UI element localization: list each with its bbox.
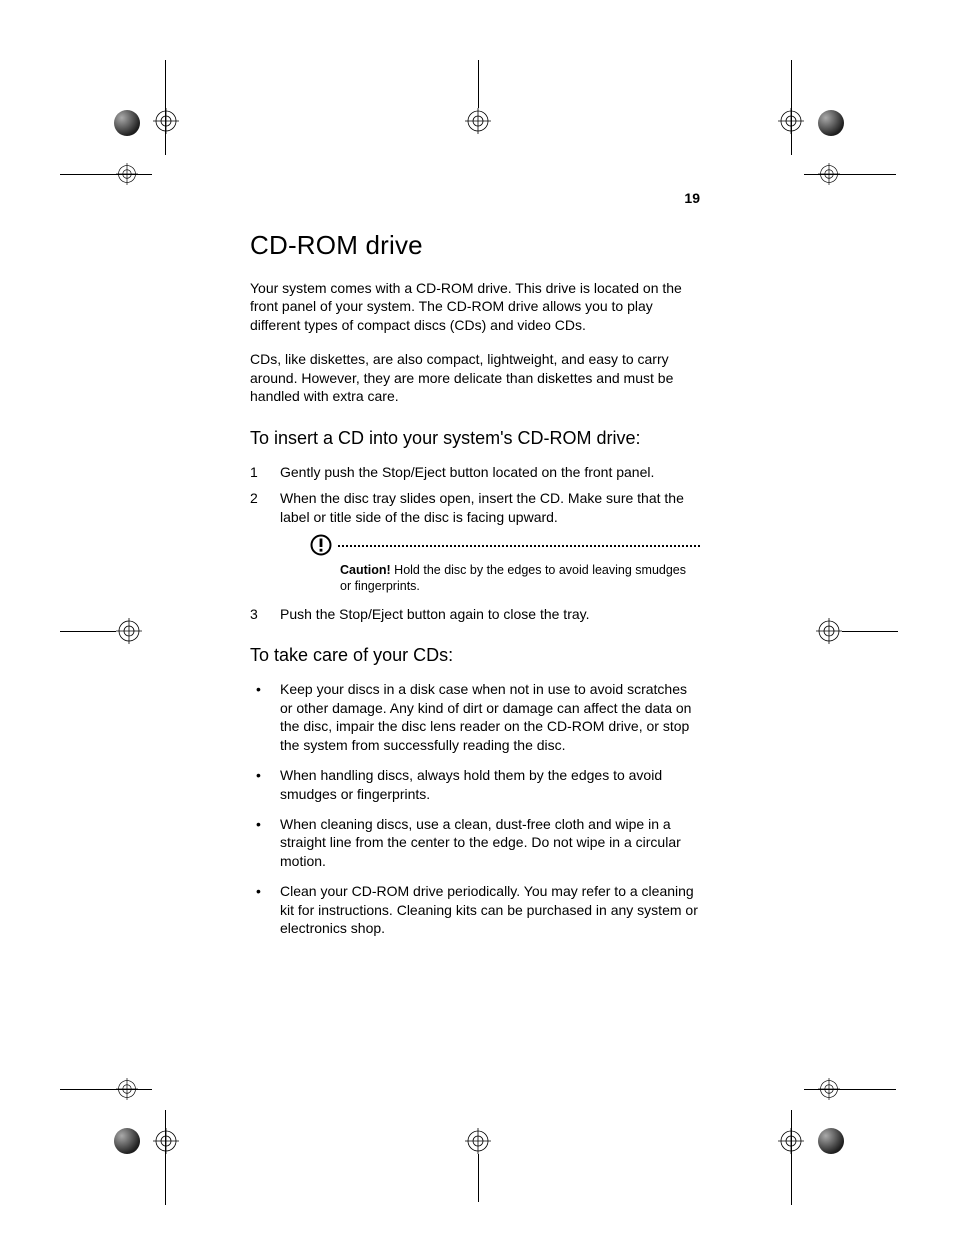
crop-line (791, 60, 792, 155)
crop-line (60, 631, 116, 632)
care-bullet-2: When handling discs, always hold them by… (250, 766, 700, 803)
care-bullet-1: Keep your discs in a disk case when not … (250, 680, 700, 754)
registration-mark-icon (153, 1128, 179, 1154)
step-3: Push the Stop/Eject button again to clos… (250, 605, 700, 623)
orb-icon (114, 110, 140, 136)
orb-icon (114, 1128, 140, 1154)
registration-mark-icon (816, 618, 842, 644)
registration-mark-icon (465, 108, 491, 134)
step-2-text: When the disc tray slides open, insert t… (280, 490, 684, 524)
crop-line (165, 1110, 166, 1205)
crop-line (804, 1089, 896, 1090)
care-bullets-list: Keep your discs in a disk case when not … (250, 680, 700, 938)
caution-icon (310, 534, 332, 556)
registration-mark-icon (465, 1128, 491, 1154)
crop-line (60, 1089, 152, 1090)
crop-line (478, 1154, 479, 1202)
caution-header-row (310, 534, 700, 556)
crop-line (791, 1110, 792, 1205)
caution-body: Hold the disc by the edges to avoid leav… (340, 563, 686, 593)
step-2: When the disc tray slides open, insert t… (250, 489, 700, 594)
intro-paragraph-2: CDs, like diskettes, are also compact, l… (250, 350, 700, 405)
orb-icon (818, 1128, 844, 1154)
caution-block: Caution! Hold the disc by the edges to a… (310, 534, 700, 595)
insert-heading: To insert a CD into your system's CD-ROM… (250, 428, 700, 449)
step-1: Gently push the Stop/Eject button locate… (250, 463, 700, 481)
care-bullet-4: Clean your CD-ROM drive periodically. Yo… (250, 882, 700, 937)
page-number: 19 (684, 190, 700, 206)
caution-text: Caution! Hold the disc by the edges to a… (310, 562, 700, 595)
registration-mark-icon (153, 108, 179, 134)
care-heading: To take care of your CDs: (250, 645, 700, 666)
crop-line (478, 60, 479, 108)
crop-line (804, 174, 896, 175)
page-title: CD-ROM drive (250, 230, 700, 261)
crop-line (842, 631, 898, 632)
crop-line (165, 60, 166, 155)
orb-icon (818, 110, 844, 136)
crop-line (60, 174, 152, 175)
page-content: 19 CD-ROM drive Your system comes with a… (250, 190, 700, 950)
care-bullet-3: When cleaning discs, use a clean, dust-f… (250, 815, 700, 870)
insert-steps-list: Gently push the Stop/Eject button locate… (250, 463, 700, 623)
intro-paragraph-1: Your system comes with a CD-ROM drive. T… (250, 279, 700, 334)
manual-page: 19 CD-ROM drive Your system comes with a… (0, 0, 954, 1235)
dotted-rule (338, 545, 700, 548)
caution-label: Caution! (340, 563, 391, 577)
registration-mark-icon (116, 618, 142, 644)
